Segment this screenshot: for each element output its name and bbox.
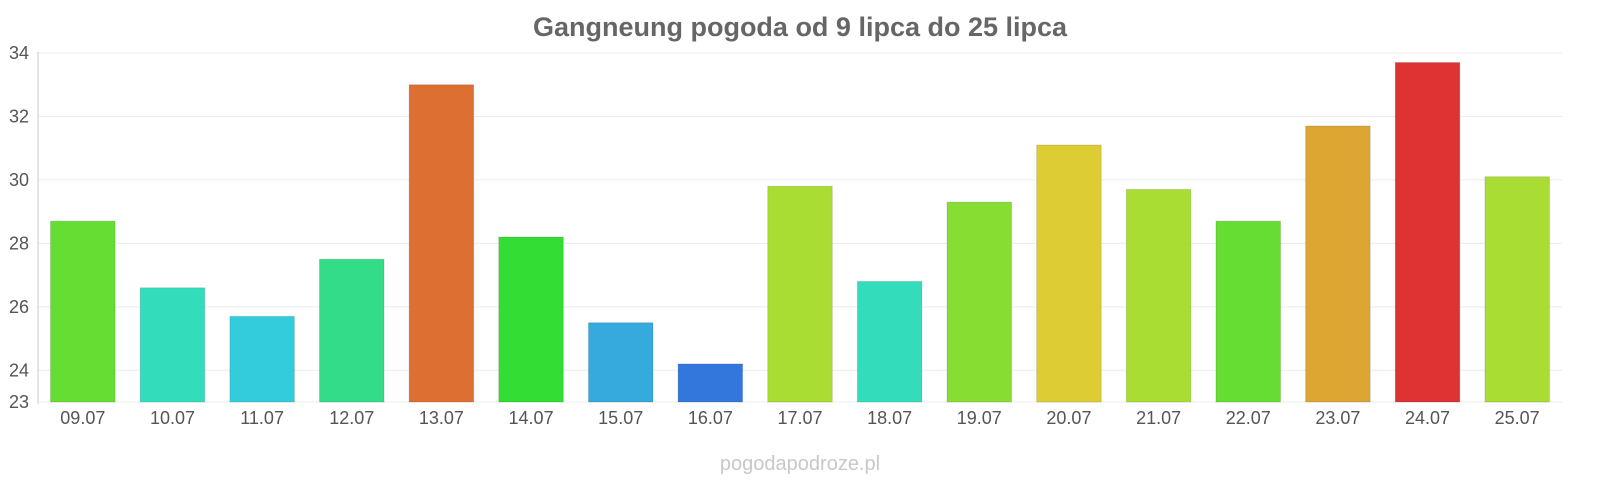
y-tick-label: 26 — [9, 297, 29, 317]
bar-18.07 — [856, 280, 923, 403]
x-tick-label: 23.07 — [1315, 408, 1360, 428]
y-tick-label: 23 — [9, 392, 29, 412]
bar-22.07 — [1215, 220, 1282, 403]
bar-13.07 — [408, 84, 475, 403]
x-tick-label: 14.07 — [509, 408, 554, 428]
y-tick-label: 24 — [9, 360, 29, 380]
x-tick-label: 24.07 — [1405, 408, 1450, 428]
x-tick-label: 13.07 — [419, 408, 464, 428]
bar-20.07 — [1036, 144, 1102, 403]
bar-25.07 — [1484, 176, 1550, 403]
x-tick-label: 19.07 — [957, 408, 1002, 428]
x-tick-label: 16.07 — [688, 408, 733, 428]
bar-24.07 — [1394, 62, 1461, 403]
bar-09.07 — [50, 220, 116, 403]
x-tick-label: 21.07 — [1136, 408, 1181, 428]
x-tick-label: 09.07 — [60, 408, 105, 428]
y-tick-label: 34 — [9, 43, 29, 63]
x-tick-label: 18.07 — [867, 408, 912, 428]
x-axis-ticks: 09.07 10.07 11.07 12.07 13.07 14.07 15.07 16.07… — [60, 408, 1539, 428]
x-tick-label: 10.07 — [150, 408, 195, 428]
y-tick-label: 30 — [9, 170, 29, 190]
x-tick-label: 15.07 — [598, 408, 643, 428]
bar-10.07 — [139, 287, 206, 403]
x-tick-label: 17.07 — [777, 408, 822, 428]
bar-17.07 — [767, 185, 833, 403]
bars — [50, 62, 1550, 403]
y-tick-label: 28 — [9, 233, 29, 253]
bar-23.07 — [1305, 125, 1371, 403]
bar-16.07 — [677, 363, 744, 403]
bar-19.07 — [946, 201, 1013, 403]
x-tick-label: 20.07 — [1046, 408, 1091, 428]
y-tick-label: 32 — [9, 106, 29, 126]
bar-15.07 — [587, 322, 654, 403]
bar-14.07 — [498, 236, 564, 403]
y-axis-ticks: 23 24 26 28 30 32 34 — [9, 43, 29, 412]
chart-title: Gangneung pogoda od 9 lipca do 25 lipca — [533, 12, 1068, 42]
x-tick-label: 22.07 — [1226, 408, 1271, 428]
x-tick-label: 25.07 — [1495, 408, 1540, 428]
bar-21.07 — [1125, 188, 1192, 403]
bar-11.07 — [229, 315, 295, 403]
x-tick-label: 11.07 — [240, 408, 284, 428]
x-tick-label: 12.07 — [329, 408, 374, 428]
watermark-text: pogodapodroze.pl — [720, 453, 880, 475]
bar-12.07 — [318, 258, 385, 403]
